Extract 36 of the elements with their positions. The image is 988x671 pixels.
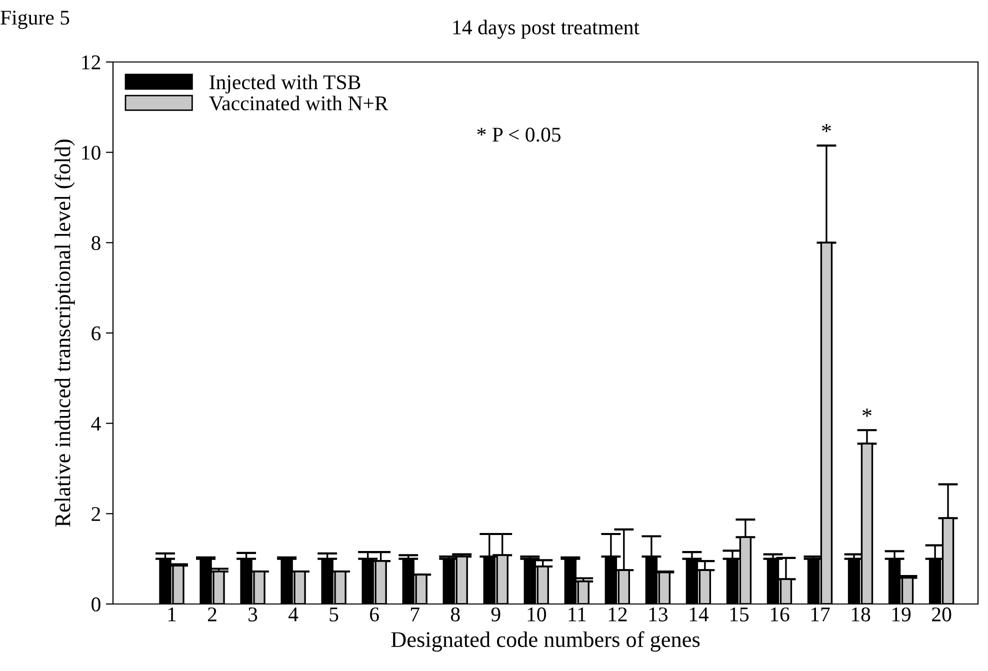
x-tick-label: 14 bbox=[690, 607, 709, 622]
x-tick-label: 6 bbox=[370, 607, 379, 622]
annotation: * bbox=[862, 408, 872, 417]
x-tick-label: 19 bbox=[892, 607, 911, 622]
legend-label: Injected with TSB bbox=[210, 74, 360, 94]
annotation: * bbox=[822, 124, 831, 132]
caption: Figure 5 bbox=[0, 10, 70, 29]
x-tick-label: 7 bbox=[411, 608, 420, 622]
y-tick-label: 0 bbox=[92, 597, 100, 612]
x-tick-label: 16 bbox=[770, 607, 790, 622]
x-tick-label: 5 bbox=[330, 608, 338, 622]
x-tick-label: 1 bbox=[168, 607, 176, 622]
legend-label: Vaccinated with N+R bbox=[209, 96, 388, 111]
x-tick-label: 2 bbox=[208, 607, 216, 622]
x-tick-label: 4 bbox=[288, 608, 298, 622]
x-tick-label: 15 bbox=[730, 607, 749, 622]
y-tick-label: 2 bbox=[92, 507, 100, 521]
y-tick-label: 4 bbox=[91, 416, 101, 431]
y-tick-label: 10 bbox=[82, 146, 100, 160]
x-tick-label: 12 bbox=[608, 607, 627, 622]
y-tick-label: 8 bbox=[92, 236, 100, 250]
x-tick-label: 18 bbox=[852, 607, 870, 622]
x-tick-label: 17 bbox=[811, 607, 830, 622]
x-tick-label: 13 bbox=[649, 607, 668, 622]
x-tick-label: 11 bbox=[568, 607, 586, 622]
y-tick-label: 12 bbox=[82, 55, 100, 70]
annotation: * P < 0.05 bbox=[477, 128, 561, 142]
chart-title: 14 days post treatment bbox=[453, 20, 640, 39]
y-tick-label: 6 bbox=[92, 326, 101, 340]
x-axis-title: Designated code numbers of genes bbox=[391, 631, 700, 652]
x-tick-label: 10 bbox=[528, 607, 546, 622]
y-axis-title: Relative induced transcriptional level (fold) bbox=[54, 140, 75, 527]
x-tick-label: 8 bbox=[450, 607, 460, 622]
x-tick-label: 20 bbox=[932, 607, 952, 622]
x-tick-label: 9 bbox=[491, 607, 500, 622]
x-tick-label: 3 bbox=[248, 607, 258, 622]
